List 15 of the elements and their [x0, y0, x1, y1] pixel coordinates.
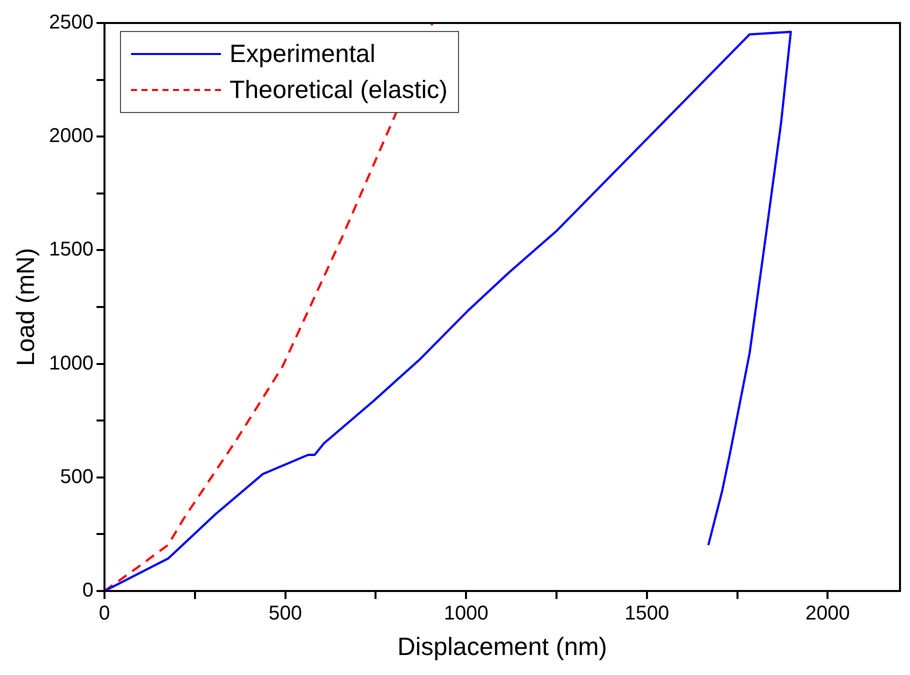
- x-tick-label: 500: [268, 602, 302, 625]
- y-tick-label: 1500: [48, 238, 94, 261]
- legend-label: Theoretical (elastic): [229, 75, 448, 106]
- x-axis-title: Displacement (nm): [397, 632, 608, 661]
- x-tick-label: 1500: [624, 602, 670, 625]
- y-tick-label: 2500: [48, 12, 94, 34]
- x-tick-label: 2000: [805, 602, 850, 625]
- legend-label: Experimental: [229, 39, 376, 70]
- y-tick-label: 0: [82, 580, 94, 602]
- x-tick-label: 1000: [444, 602, 488, 625]
- y-tick-label: 2000: [48, 125, 94, 148]
- y-tick-label: 500: [60, 466, 94, 488]
- y-axis-title: Load (mN): [12, 248, 40, 366]
- x-tick-label: 0: [98, 602, 110, 625]
- y-tick-label: 1000: [48, 352, 94, 374]
